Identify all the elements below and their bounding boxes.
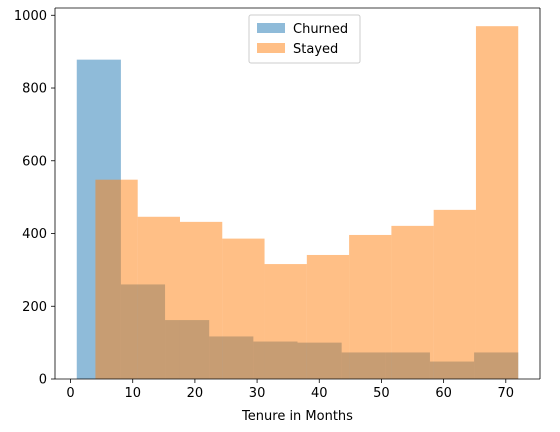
legend: Churned Stayed: [248, 14, 361, 64]
x-tick-label: 20: [187, 386, 204, 401]
stayed-bar: [179, 221, 223, 379]
x-tick-label: 50: [373, 386, 390, 401]
stayed-bar: [391, 225, 434, 379]
stayed-bar: [222, 238, 265, 379]
y-tick-label: 400: [22, 227, 47, 242]
stayed-legend-label: Stayed: [293, 42, 338, 57]
stayed-bar: [95, 179, 138, 379]
x-tick-label: 70: [498, 386, 515, 401]
x-tick-label: 30: [249, 386, 266, 401]
churned-legend-label: Churned: [293, 22, 348, 37]
y-tick-label: 800: [22, 82, 47, 97]
y-tick-label: 600: [22, 154, 47, 169]
axes-group: 0 10 20 30 40 50 60 70 0 200 400 600 800 1000: [14, 7, 541, 401]
stayed-bar: [349, 234, 392, 379]
x-tick-label: 40: [311, 386, 328, 401]
stayed-bar: [264, 264, 307, 379]
churned-legend-swatch: [257, 23, 285, 33]
y-tick-label: 0: [39, 373, 47, 388]
x-tick-label: 10: [124, 386, 141, 401]
stayed-bar: [475, 26, 519, 379]
x-axis-label: Tenure in Months: [241, 409, 353, 424]
x-tick-label: 0: [66, 386, 74, 401]
stayed-legend-swatch: [257, 43, 285, 53]
y-tick-label: 1000: [14, 9, 47, 24]
y-tick-label: 200: [22, 300, 47, 315]
x-tick-label: 60: [435, 386, 452, 401]
stayed-bar: [306, 254, 350, 379]
stayed-bar: [137, 216, 180, 379]
stayed-bar: [433, 209, 476, 379]
bars-group: [76, 26, 519, 380]
